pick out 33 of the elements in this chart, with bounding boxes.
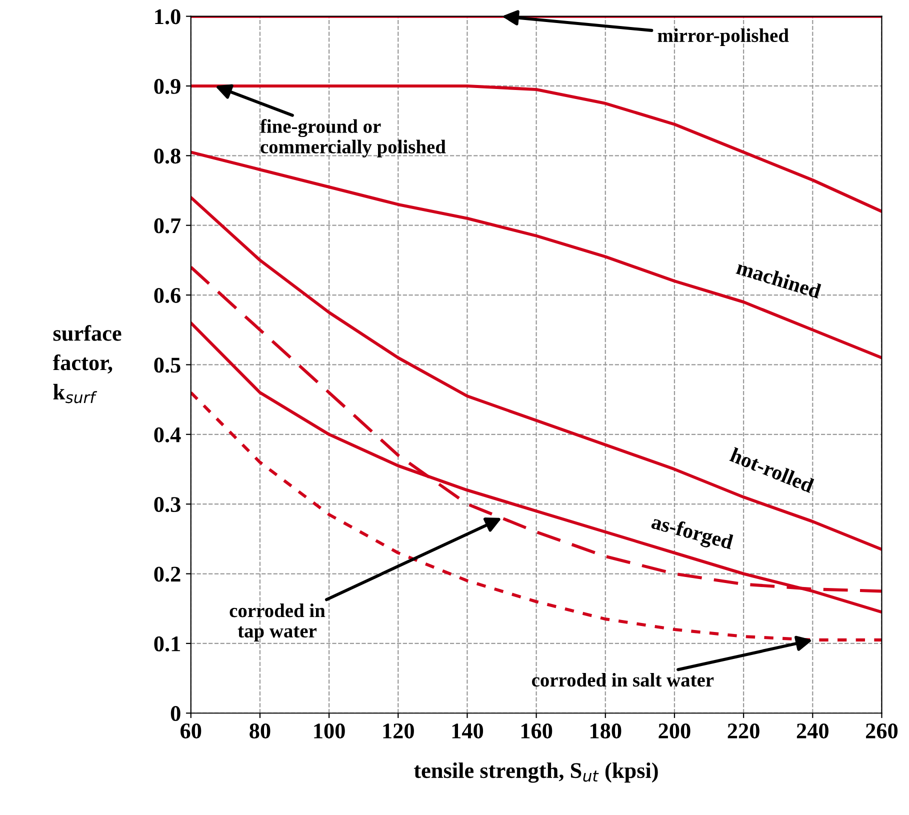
y-axis-title: surface factor, k$_{surf}$ — [52, 325, 122, 404]
x-tick-label: 140 — [452, 723, 484, 738]
annotation: mirror-polished — [658, 28, 789, 46]
annotation: corroded in tap water — [230, 604, 326, 642]
y-tick-label: 1.0 — [155, 9, 180, 24]
y-tick-label: 0.8 — [154, 148, 180, 164]
x-tick-label: 240 — [796, 723, 828, 738]
text: as-forged — [650, 514, 734, 554]
x-tick-label: 220 — [728, 723, 760, 738]
x-tick-label: 180 — [590, 723, 622, 738]
x-tick-label: 200 — [658, 723, 690, 738]
y-tick-label: 0.3 — [154, 497, 180, 512]
y-tick-label: 0.4 — [154, 427, 181, 442]
x-tick-label: 80 — [250, 723, 270, 738]
y-tick-label: 0.6 — [154, 288, 181, 304]
x-tick-label: 60 — [180, 723, 202, 738]
text: machined — [736, 260, 822, 299]
x-tick-label: 100 — [314, 723, 345, 738]
x-tick-label: 260 — [866, 723, 898, 738]
y-tick-label: 0.9 — [154, 78, 180, 94]
y-tick-label: 0.1 — [154, 636, 180, 652]
line-series — [190, 391, 882, 642]
y-tick-label: 0.5 — [154, 358, 180, 373]
y-tick-label: 0 — [170, 706, 180, 722]
y-tick-label: 0.2 — [154, 566, 180, 582]
x-axis-title: tensile strength, S$_{ut}$ (kpsi) — [414, 762, 658, 783]
x-tick-label: 160 — [521, 723, 552, 738]
y-tick-label: 0.7 — [154, 218, 181, 234]
line-series — [190, 84, 882, 213]
annotation: fine-ground or commercially polished — [260, 119, 446, 158]
x-tick-label: 120 — [383, 723, 414, 738]
line-series — [190, 196, 882, 551]
annotation: corroded in salt water — [532, 672, 714, 687]
